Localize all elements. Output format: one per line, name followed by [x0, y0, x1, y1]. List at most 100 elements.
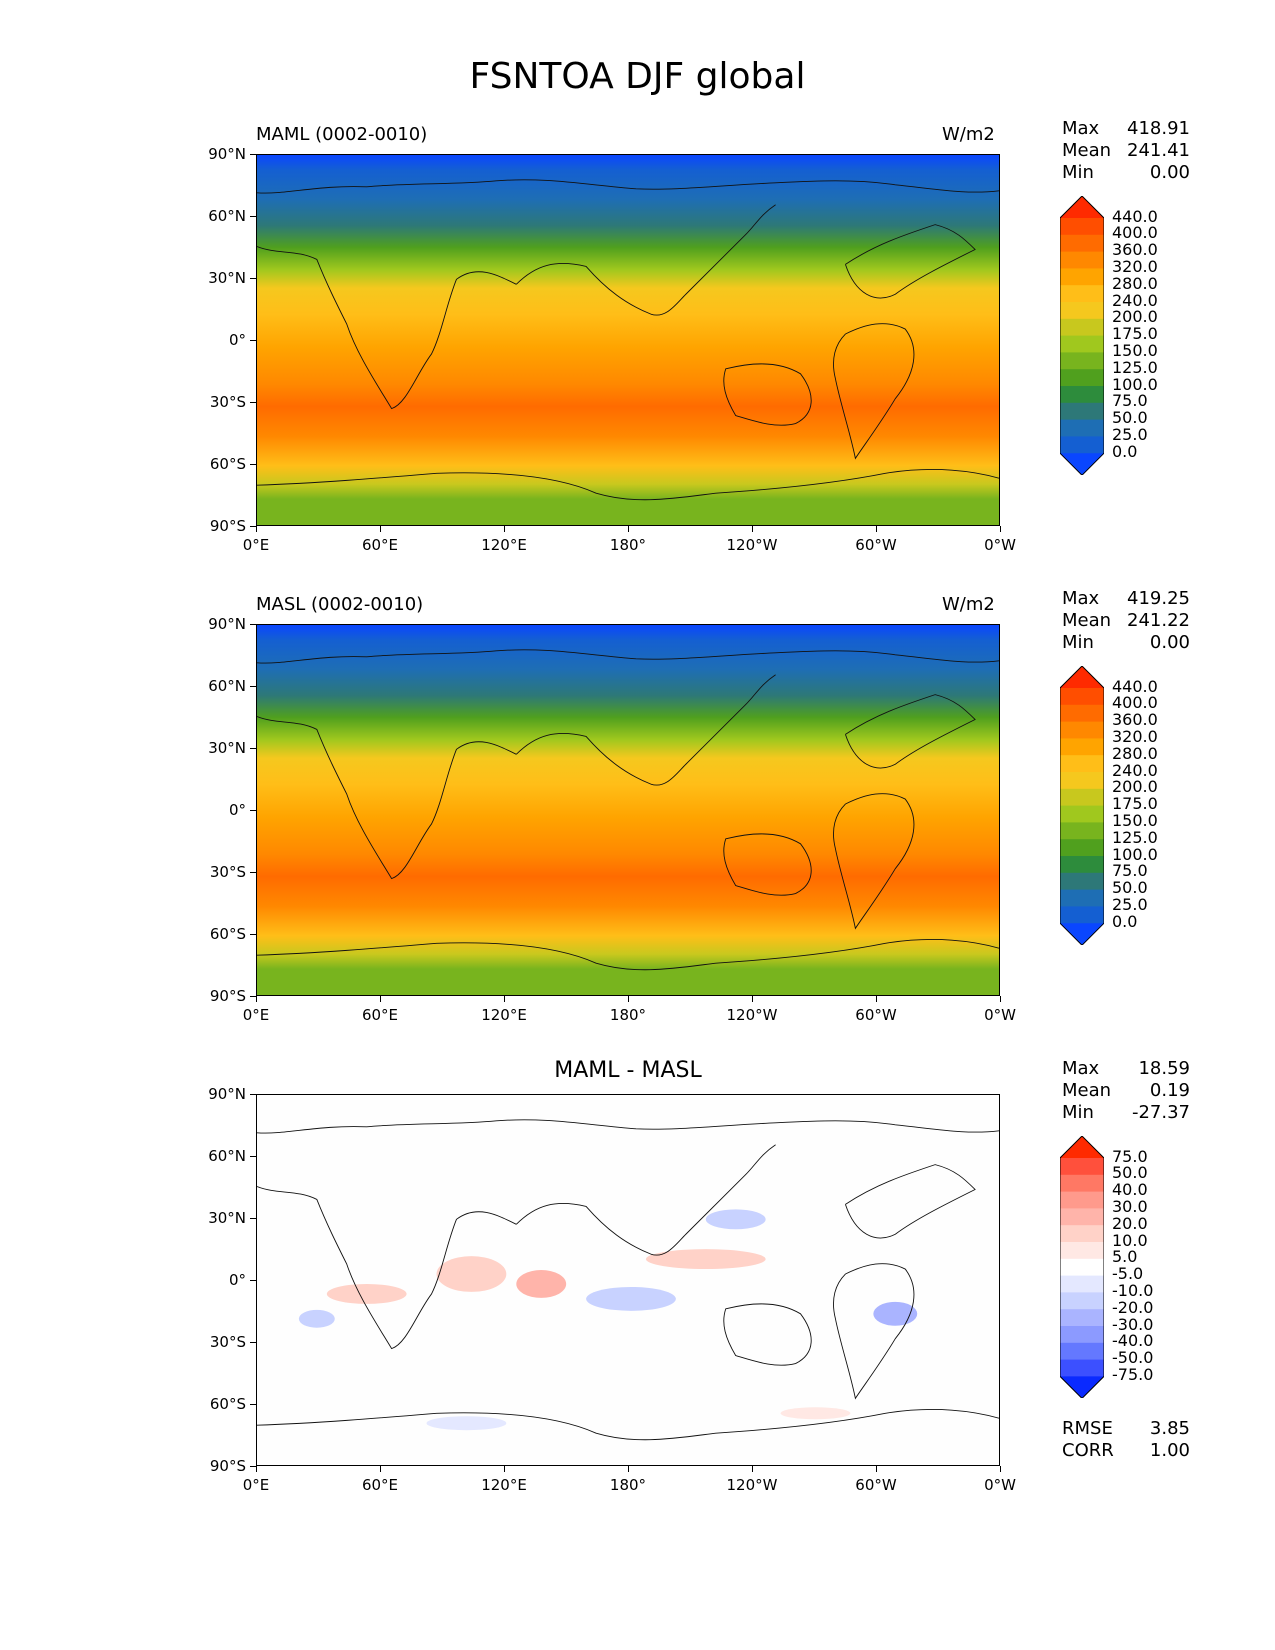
colorbar-level-label: 50.0 — [1112, 878, 1148, 898]
panel3-lon-tick-mark — [1000, 1466, 1001, 1472]
panel2-lat-tick-mark — [250, 810, 256, 811]
panel2-lat-tick-label: 0° — [228, 801, 246, 819]
colorbar-level-label: 5.0 — [1112, 1247, 1138, 1267]
panel1-colorbar-wrap — [1060, 196, 1104, 476]
colorbar-segment — [1060, 285, 1104, 303]
colorbar-segment — [1060, 889, 1104, 907]
panel3-lon-tick-label: 0°E — [242, 1476, 270, 1494]
panel2-lon-tick-label: 60°W — [855, 1006, 897, 1024]
colorbar-level-label: 200.0 — [1112, 777, 1158, 797]
colorbar-segment — [1060, 1258, 1104, 1277]
colorbar-segment — [1060, 688, 1104, 706]
panel3-lon-tick-label: 120°W — [726, 1476, 778, 1494]
colorbar-level-label: 280.0 — [1112, 273, 1158, 293]
panel3-stat-corr: CORR 1.00 — [1062, 1440, 1190, 1462]
colorbar-level-label: 10.0 — [1112, 1230, 1148, 1250]
panel3-lon-tick-label: 180° — [609, 1476, 647, 1494]
panel1-lat-tick-mark — [250, 154, 256, 155]
panel2-lat-tick-mark — [250, 624, 256, 625]
colorbar-level-label: 125.0 — [1112, 827, 1158, 847]
colorbar-extend-top — [1060, 196, 1104, 218]
stat-label: CORR — [1062, 1440, 1114, 1462]
stat-value: 1.00 — [1149, 1440, 1190, 1462]
panel2-lat-tick-mark — [250, 748, 256, 749]
panel2-lon-tick-label: 120°W — [726, 1006, 778, 1024]
stat-label: Mean — [1062, 140, 1112, 161]
panel1-colorbar — [1060, 196, 1104, 476]
colorbar-level-label: 440.0 — [1112, 676, 1158, 696]
panel1-map — [256, 154, 1000, 526]
stat-value: 418.91 — [1127, 118, 1190, 139]
panel1-lat-tick-mark — [250, 278, 256, 279]
stat-value: 241.22 — [1127, 610, 1190, 631]
colorbar-segment — [1060, 704, 1104, 723]
panel2-lat-tick-mark — [250, 686, 256, 687]
colorbar-level-label: -10.0 — [1112, 1280, 1154, 1300]
colorbar-level-label: 400.0 — [1112, 223, 1158, 243]
panel1-lat-tick-label: 30°S — [209, 393, 246, 411]
colorbar-segment — [1060, 268, 1104, 286]
panel2-lat-tick-label: 90°N — [208, 615, 246, 633]
panel1-lon-tick-mark — [876, 526, 877, 532]
colorbar-level-label: -20.0 — [1112, 1297, 1154, 1317]
panel3-lat-tick-mark — [250, 1466, 256, 1467]
panel1-stats: Max 418.91 Mean 241.41 Min 0.00 — [1062, 118, 1190, 184]
panel3-lat-tick-mark — [250, 1280, 256, 1281]
panel1-lat-tick-label: 30°N — [208, 269, 246, 287]
panel2-colorbar-labels: 440.0 400.0 360.0 320.0 280.0 240.0 200.0 175.0… — [1112, 676, 1158, 931]
panel2-lon-tick-label: 120°E — [481, 1006, 527, 1024]
stat-label: RMSE — [1062, 1418, 1113, 1440]
colorbar-extend-bottom — [1060, 1376, 1104, 1399]
colorbar-segment — [1060, 721, 1104, 739]
panel2-lat-tick-label: 90°S — [209, 987, 246, 1005]
panel2-lat-tick-label: 30°N — [208, 739, 246, 757]
colorbar-segment — [1060, 839, 1104, 857]
panel1-lon-tick-mark — [752, 526, 753, 532]
stat-label: Max — [1062, 1058, 1100, 1079]
panel1-lon-tick-mark — [1000, 526, 1001, 532]
colorbar-segment — [1060, 788, 1104, 807]
colorbar-segment — [1060, 1242, 1104, 1260]
panel1-units: W/m2 — [942, 124, 995, 145]
panel3-lat-tick-label: 0° — [228, 1271, 246, 1289]
colorbar-segment — [1060, 302, 1104, 320]
stat-label: Mean — [1062, 1080, 1112, 1101]
panel1-lat-tick-mark — [250, 464, 256, 465]
panel2-lat-tick-label: 60°N — [208, 677, 246, 695]
panel3-lon-tick-mark — [380, 1466, 381, 1472]
panel3-lat-tick-label: 30°N — [208, 1209, 246, 1227]
panel3-lon-tick-label: 120°E — [481, 1476, 527, 1494]
colorbar-level-label: -40.0 — [1112, 1331, 1154, 1351]
panel2-lon-tick-mark — [380, 996, 381, 1002]
colorbar-level-label: 20.0 — [1112, 1213, 1148, 1233]
panel1-coastlines — [257, 179, 999, 501]
colorbar-segment — [1060, 872, 1104, 891]
colorbar-level-label: 150.0 — [1112, 340, 1158, 360]
main-title: FSNTOA DJF global — [469, 56, 806, 97]
colorbar-segment — [1060, 856, 1104, 874]
colorbar-level-label: -5.0 — [1112, 1264, 1144, 1284]
colorbar-segment — [1060, 822, 1104, 840]
panel2-colorbar — [1060, 666, 1104, 946]
panel3-lon-tick-mark — [752, 1466, 753, 1472]
colorbar-segment — [1060, 335, 1104, 353]
colorbar-segment — [1060, 1309, 1104, 1327]
panel3-lat-tick-mark — [250, 1404, 256, 1405]
panel3-lon-tick-mark — [876, 1466, 877, 1472]
panel1-lat-tick-label: 90°N — [208, 145, 246, 163]
panel1-lat-tick-label: 90°S — [209, 517, 246, 535]
panel1-lon-tick-mark — [256, 526, 257, 532]
panel1-left-title: MAML (0002-0010) — [256, 124, 428, 145]
colorbar-level-label: 200.0 — [1112, 307, 1158, 327]
colorbar-segment — [1060, 419, 1104, 437]
panel2-stat-mean: Mean 241.22 — [1062, 610, 1190, 632]
colorbar-level-label: 0.0 — [1112, 441, 1138, 461]
panel2-lon-tick-mark — [752, 996, 753, 1002]
panel3-lon-tick-mark — [628, 1466, 629, 1472]
colorbar-segment — [1060, 352, 1104, 370]
panel2-lon-tick-label: 180° — [609, 1006, 647, 1024]
colorbar-segment — [1060, 772, 1104, 790]
colorbar-segment — [1060, 1225, 1104, 1243]
panel3-stats: Max 18.59 Mean 0.19 Min -27.37 — [1062, 1058, 1190, 1124]
panel1-lat-tick-mark — [250, 526, 256, 527]
